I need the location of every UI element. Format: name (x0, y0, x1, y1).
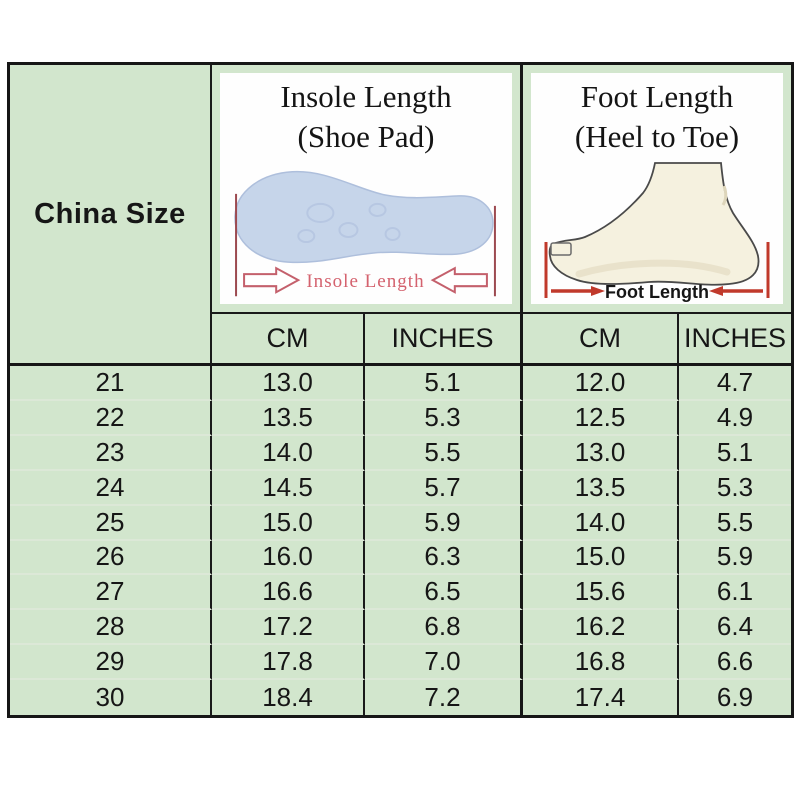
insole-length-header: Insole Length (Shoe Pad) (212, 65, 523, 314)
foot-header-title: Foot Length (Heel to Toe) (575, 73, 739, 157)
size-cell: 27 (10, 575, 212, 611)
insole-cm-cell: 13.5 (212, 400, 365, 436)
foot-cm-cell: 12.5 (523, 400, 679, 436)
insole-arrow-right (430, 266, 488, 294)
insole-cm-cell: 16.6 (212, 575, 365, 611)
foot-sole-shading (575, 259, 731, 278)
foot-arrow-right-head (709, 286, 723, 296)
foot-cm-cell: 15.6 (523, 575, 679, 611)
foot-cm-cell: 16.2 (523, 610, 679, 646)
foot-inches-cell: 5.3 (679, 471, 791, 506)
insole-cm-cell: 18.4 (212, 680, 365, 715)
toe-nail (550, 242, 572, 256)
insole-inches-cell: 5.3 (365, 400, 523, 436)
insole-inches-cell: 5.7 (365, 470, 523, 506)
ankle-crease (721, 185, 728, 206)
insole-cm-cell: 15.0 (212, 505, 365, 541)
foot-inches-cell: 4.7 (679, 366, 791, 401)
insole-cm-cell: 16.0 (212, 540, 365, 576)
insole-inches-cell: 7.0 (365, 645, 523, 681)
foot-cm-cell: 15.0 (523, 540, 679, 576)
insole-inches-cell: 5.9 (365, 505, 523, 541)
foot-dimension-arrows (551, 286, 763, 296)
size-cell: 22 (10, 400, 212, 436)
china-size-header: China Size (10, 65, 212, 366)
insole-texture (297, 202, 401, 244)
size-cell: 25 (10, 505, 212, 541)
insole-inches-cell: 5.5 (365, 435, 523, 471)
unit-header-foot-inches: INCHES (679, 314, 791, 366)
insole-panel: Insole Length (Shoe Pad) (220, 73, 512, 304)
foot-panel: Foot Length (Heel to Toe) Foot L (531, 73, 783, 304)
size-cell: 21 (10, 366, 212, 401)
foot-header-line1: Foot Length (580, 79, 734, 114)
insole-inches-cell: 6.3 (365, 540, 523, 576)
foot-cm-cell: 13.5 (523, 470, 679, 506)
foot-inches-cell: 5.9 (679, 541, 791, 576)
foot-inches-cell: 5.5 (679, 506, 791, 541)
size-cell: 30 (10, 680, 212, 715)
insole-cm-cell: 14.5 (212, 470, 365, 506)
insole-inches-cell: 6.5 (365, 575, 523, 611)
insole-illustration: Insole Length (234, 171, 496, 297)
unit-header-insole-inches: INCHES (365, 314, 523, 366)
foot-arrow-left-head (591, 286, 605, 296)
size-cell: 29 (10, 645, 212, 681)
insole-inches-cell: 6.8 (365, 610, 523, 646)
foot-length-header: Foot Length (Heel to Toe) Foot L (523, 65, 791, 314)
foot-inches-cell: 6.4 (679, 610, 791, 646)
insole-cm-cell: 14.0 (212, 435, 365, 471)
insole-shape (234, 171, 494, 264)
size-cell: 24 (10, 470, 212, 506)
foot-inches-cell: 6.9 (716, 682, 754, 713)
unit-header-insole-cm: CM (212, 314, 365, 366)
insole-inches-cell: 5.1 (365, 366, 523, 401)
foot-dimension-lines (544, 242, 770, 298)
foot-cm-cell: 13.0 (523, 435, 679, 471)
insole-dimension-lines (235, 193, 496, 297)
insole-header-line2: (Shoe Pad) (297, 119, 435, 154)
foot-cm-cell: 14.0 (523, 505, 679, 541)
china-size-label: China Size (34, 197, 186, 230)
foot-header-line2: (Heel to Toe) (574, 119, 740, 154)
insole-arrow-left (243, 266, 301, 294)
foot-shape (548, 162, 760, 286)
insole-header-line1: Insole Length (280, 79, 452, 114)
foot-inches-cell: 5.1 (679, 436, 791, 471)
insole-dimension-arrows (243, 266, 488, 294)
foot-dimension-label: Foot Length (605, 282, 709, 302)
size-cell: 23 (10, 435, 212, 471)
insole-inches-cell: 7.2 (365, 680, 523, 715)
unit-header-foot-cm: CM (523, 314, 679, 366)
insole-cm-cell: 17.8 (212, 645, 365, 681)
size-chart-table: China Size Insole Length (Shoe Pad) (7, 62, 794, 718)
foot-inches-cell: 6.6 (679, 645, 791, 681)
insole-header-title: Insole Length (Shoe Pad) (280, 73, 451, 157)
insole-dimension-label: Insole Length (306, 271, 424, 292)
foot-inches-cell: 6.1 (679, 575, 791, 611)
foot-cm-cell: 16.8 (523, 645, 679, 681)
foot-inches-cell: 4.9 (679, 401, 791, 436)
size-cell: 26 (10, 540, 212, 576)
foot-cm-cell: 17.4 (523, 680, 679, 715)
size-cell: 28 (10, 610, 212, 646)
foot-cm-cell: 12.0 (523, 366, 679, 401)
foot-illustration: Foot Length (544, 162, 770, 302)
insole-cm-cell: 17.2 (212, 610, 365, 646)
insole-cm-cell: 13.0 (212, 366, 365, 401)
